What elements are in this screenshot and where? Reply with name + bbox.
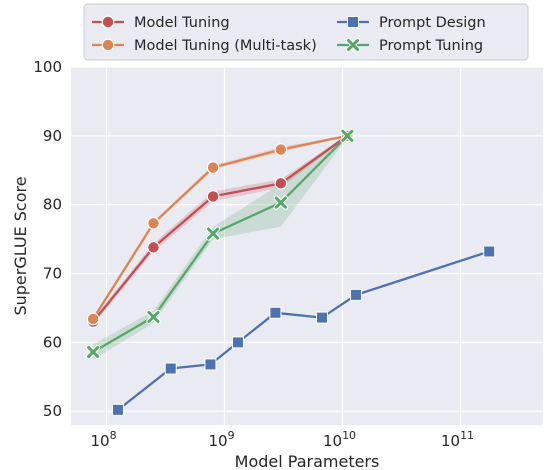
grid-lines <box>71 66 543 425</box>
prompt-tuning-point <box>146 309 161 325</box>
legend: Model Tuning Model Tuning (Multi-task) Pro… <box>83 3 529 61</box>
series-markers <box>86 128 496 416</box>
y-axis-label: SuperGLUE Score <box>11 176 30 315</box>
x-tick-labels: 108 109 1010 1011 <box>90 429 474 450</box>
prompt-tuning-band <box>93 133 348 360</box>
prompt-design-point <box>204 358 217 371</box>
prompt-tuning-point <box>205 226 221 241</box>
y-tick-label: 100 <box>33 58 62 76</box>
x-tick-label: 108 <box>90 429 116 450</box>
legend-model-tuning-marker <box>101 15 115 29</box>
x-tick-label: 1010 <box>323 429 356 450</box>
legend-prompt-design-marker <box>347 16 359 28</box>
prompt-tuning-point <box>273 195 288 210</box>
model-tuning-multi-task-point <box>147 216 160 230</box>
plot-background <box>71 67 543 425</box>
y-tick-label: 70 <box>43 265 62 283</box>
model-tuning-point <box>274 176 288 190</box>
x-axis-label: Model Parameters <box>235 452 380 470</box>
legend-model-tuning-label: Model Tuning <box>134 15 230 31</box>
model-tuning-multi-task-point <box>274 143 288 157</box>
prompt-design-point <box>349 288 362 301</box>
y-tick-labels: 50 60 70 80 90 100 <box>33 58 62 420</box>
prompt-design-point <box>231 336 244 349</box>
x-tick-label: 109 <box>208 429 234 450</box>
y-tick-label: 50 <box>43 402 62 420</box>
x-tick-label: 1011 <box>441 429 474 450</box>
legend-model-tuning-multi-task-marker <box>101 38 115 52</box>
y-tick-label: 60 <box>43 333 62 351</box>
prompt-design-point <box>111 403 124 416</box>
legend-prompt-tuning-marker <box>345 37 361 53</box>
legend-prompt-tuning-label: Prompt Tuning <box>379 38 483 54</box>
model-tuning-multi-task-point <box>86 312 100 326</box>
prompt-design-point <box>315 311 328 324</box>
model-tuning-point <box>206 190 220 203</box>
y-tick-label: 80 <box>43 196 62 214</box>
y-tick-label: 90 <box>43 127 62 145</box>
legend-model-tuning-multi-task-label: Model Tuning (Multi-task) <box>134 38 317 54</box>
prompt-design-point <box>483 245 496 258</box>
legend-box <box>83 3 529 61</box>
legend-prompt-design-label: Prompt Design <box>379 15 486 31</box>
prompt-design-point <box>269 306 282 319</box>
model-tuning-multi-task-point <box>206 161 220 174</box>
prompt-tuning-point <box>86 344 101 360</box>
prompt-tuning-point <box>340 128 355 143</box>
model-tuning-point <box>147 240 160 254</box>
prompt-design-point <box>164 362 177 375</box>
